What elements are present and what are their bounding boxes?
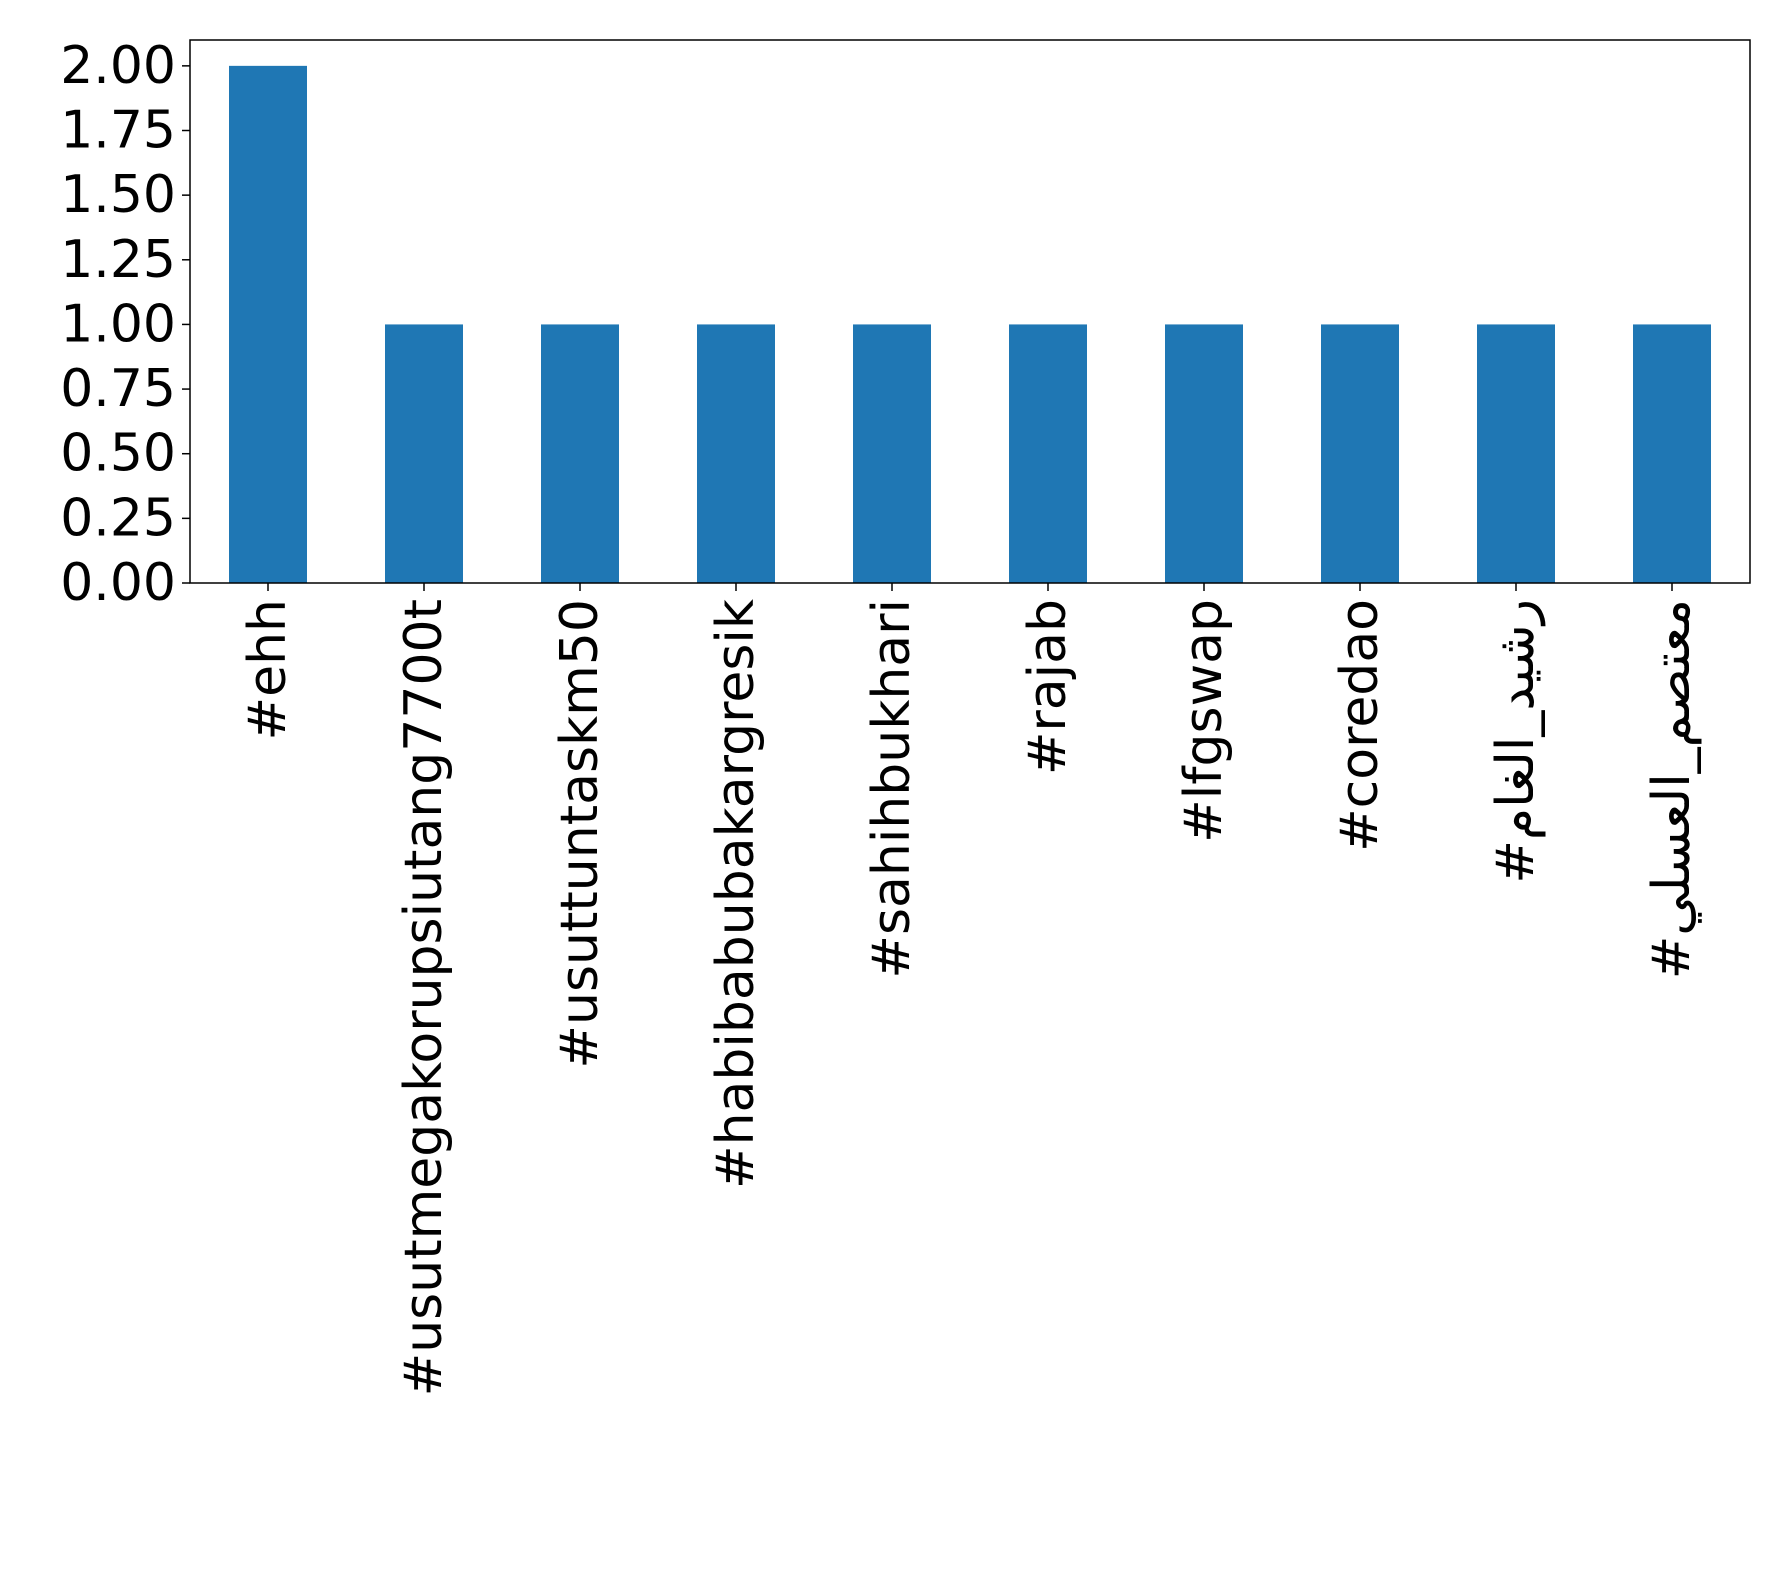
x-tick-label: #rajab	[1018, 599, 1078, 775]
y-tick-label: 1.00	[60, 294, 176, 354]
bar-3	[541, 324, 619, 583]
bar-1	[229, 65, 307, 584]
x-tick-label: #sahihbukhari	[862, 599, 922, 979]
y-tick-label: 1.50	[60, 165, 176, 225]
bar-2	[385, 324, 463, 583]
x-tick-label: #lfgswap	[1174, 599, 1234, 843]
y-tick-label: 1.25	[60, 230, 176, 290]
bar-4	[697, 324, 775, 583]
y-tick-label: 0.50	[60, 424, 176, 484]
bar-8	[1321, 324, 1399, 583]
y-axis: 0.000.250.500.751.001.251.501.752.00	[60, 36, 190, 613]
y-tick-label: 0.75	[60, 359, 176, 419]
bar-5	[853, 324, 931, 583]
x-tick-label: #ehh	[238, 599, 298, 740]
bar-9	[1477, 324, 1555, 583]
bar-10	[1633, 324, 1711, 583]
y-tick-label: 2.00	[60, 36, 176, 96]
bar-7	[1165, 324, 1243, 583]
x-tick-label: #معتصم_العسلي	[1642, 599, 1702, 979]
y-tick-label: 0.25	[60, 488, 176, 548]
y-tick-label: 1.75	[60, 101, 176, 161]
bar-6	[1009, 324, 1087, 583]
x-tick-label: #usutmegakorupsiutang7700t	[394, 599, 454, 1396]
y-tick-label: 0.00	[60, 553, 176, 613]
plot-frame	[189, 39, 1751, 584]
x-tick-label: #رشيد_الغام	[1486, 599, 1546, 884]
x-axis: #ehh #usutmegakorupsiutang7700t #usuttunta…	[238, 583, 1702, 1396]
bars-group	[229, 65, 1711, 584]
x-tick-label: #coredao	[1330, 599, 1390, 852]
x-tick-label: #habibabubakargresik	[706, 599, 766, 1189]
x-tick-label: #usuttuntaskm50	[550, 599, 610, 1069]
